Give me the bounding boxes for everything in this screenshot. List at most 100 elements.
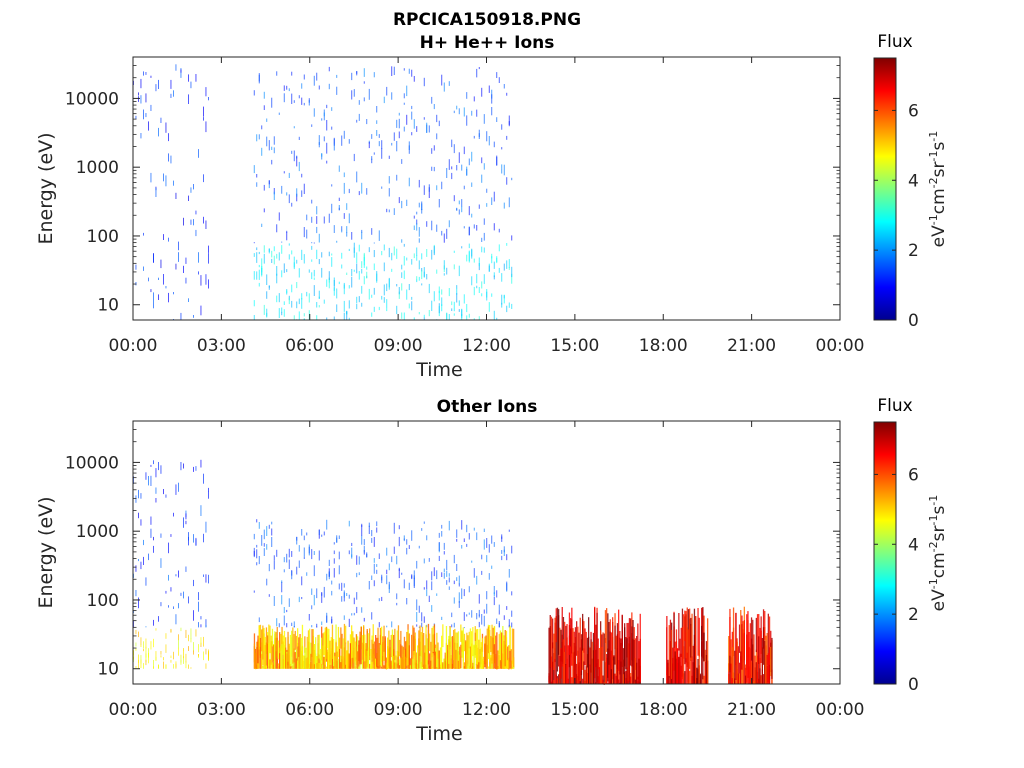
spectrogram-cell	[333, 666, 335, 669]
spectrogram-cell	[193, 579, 194, 587]
spectrogram-cell	[431, 220, 433, 231]
spectrogram-cell	[561, 607, 563, 667]
spectrogram-cell	[468, 227, 470, 236]
spectrogram-cell	[446, 168, 448, 178]
y-axis-label: Energy (eV)	[35, 132, 57, 244]
x-tick-label: 03:00	[197, 336, 246, 356]
spectrogram-cell	[618, 660, 620, 684]
spectrogram-cell	[478, 263, 480, 271]
spectrogram-cell	[190, 638, 192, 643]
spectrogram-cell	[198, 252, 199, 263]
spectrogram-cell	[481, 614, 483, 625]
spectrogram-cell	[276, 224, 278, 233]
spectrogram-cell	[633, 682, 635, 684]
spectrogram-cell	[473, 135, 475, 139]
spectrogram-cell	[630, 676, 632, 684]
spectrogram-cell	[326, 519, 328, 530]
spectrogram-cell	[473, 224, 475, 229]
spectrogram-cell	[731, 647, 733, 679]
spectrogram-cell	[135, 495, 137, 503]
spectrogram-cell	[256, 182, 258, 187]
spectrogram-cell	[140, 644, 142, 647]
spectrogram-cell	[358, 271, 360, 280]
spectrogram-cell	[582, 613, 584, 651]
spectrogram-cell	[481, 554, 483, 560]
spectrogram-cell	[170, 659, 172, 663]
spectrogram-cell	[135, 666, 137, 669]
spectrogram-cell	[263, 548, 265, 556]
spectrogram-cell	[261, 629, 263, 652]
spectrogram-cell	[273, 136, 275, 145]
spectrogram-cell	[741, 615, 743, 670]
x-tick-label: 00:00	[109, 336, 158, 356]
spectrogram-cell	[316, 216, 318, 224]
spectrogram-cell	[322, 645, 324, 669]
spectrogram-cell	[431, 148, 433, 154]
x-axis-label: Time	[415, 359, 463, 381]
figure-filename: RPCICA150918.PNG	[393, 10, 581, 30]
spectrogram-data	[133, 459, 773, 685]
spectrogram-cell	[328, 628, 330, 661]
spectrogram-cell	[311, 588, 313, 595]
spectrogram-cell	[766, 654, 768, 684]
spectrogram-cell	[606, 657, 608, 684]
spectrogram-cell	[190, 628, 192, 640]
spectrogram-cell	[405, 656, 407, 669]
spectrogram-cell	[446, 559, 448, 571]
spectrogram-cell	[625, 670, 627, 684]
spectrogram-cell	[471, 110, 473, 116]
spectrogram-cell	[431, 581, 433, 591]
y-tick-label: 1000	[76, 522, 119, 542]
spectrogram-cell	[138, 631, 139, 638]
spectrogram-cell	[503, 263, 505, 271]
spectrogram-cell	[363, 81, 365, 84]
spectrogram-cell	[433, 624, 436, 656]
spectrogram-cell	[466, 640, 468, 669]
spectrogram-cell	[312, 635, 314, 669]
spectrogram-cell	[200, 305, 202, 316]
spectrogram-cell	[148, 553, 149, 561]
spectrogram-cell	[451, 308, 453, 311]
spectrogram-cell	[306, 532, 308, 536]
spectrogram-cell	[336, 74, 338, 78]
spectrogram-cell	[150, 464, 152, 467]
spectrogram-cell	[286, 553, 288, 563]
spectrogram-cell	[351, 277, 353, 288]
spectrogram-cell	[351, 542, 353, 546]
spectrogram-cell	[488, 544, 490, 553]
spectrogram-cell	[253, 271, 255, 280]
spectrogram-cell	[421, 612, 423, 622]
spectrogram-cell	[336, 240, 338, 243]
spectrogram-cell	[331, 616, 333, 624]
spectrogram-cell	[478, 662, 480, 669]
spectrogram-cell	[351, 72, 353, 81]
spectrogram-cell	[383, 297, 385, 303]
spectrogram-cell	[386, 547, 388, 556]
spectrogram-cell	[173, 292, 174, 295]
spectrogram-cell	[288, 559, 290, 569]
spectrogram-cell	[183, 591, 184, 599]
spectrogram-cell	[368, 522, 370, 527]
spectrogram-cell	[200, 637, 202, 645]
spectrogram-cell	[381, 140, 383, 149]
spectrogram-cell	[368, 288, 370, 300]
spectrogram-cell	[170, 155, 172, 164]
spectrogram-cell	[747, 641, 749, 684]
spectrogram-cell	[701, 607, 703, 641]
spectrogram-cell	[150, 75, 152, 78]
spectrogram-cell	[303, 535, 305, 541]
spectrogram-cell	[498, 77, 500, 83]
spectrogram-cell	[175, 663, 177, 669]
spectrogram-cell	[200, 275, 202, 286]
spectrogram-cell	[396, 602, 398, 606]
spectrogram-cell	[394, 628, 396, 660]
spectrogram-cell	[744, 675, 747, 684]
spectrogram-cell	[336, 288, 338, 299]
spectrogram-cell	[390, 635, 392, 658]
spectrogram-cell	[508, 197, 510, 208]
spectrogram-cell	[310, 653, 312, 669]
spectrogram-cell	[408, 303, 410, 309]
spectrogram-cell	[413, 627, 415, 655]
spectrogram-cell	[491, 293, 493, 297]
spectrogram-cell	[386, 625, 388, 628]
